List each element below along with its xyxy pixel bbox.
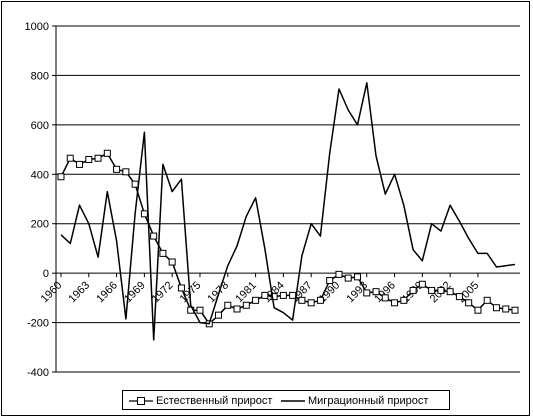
natural-growth-point [465, 299, 473, 307]
natural-growth-point [215, 311, 223, 319]
natural-growth-point [511, 306, 519, 314]
legend-item-migration-growth: Миграционный прирост [281, 394, 428, 408]
natural-growth-point [418, 280, 426, 288]
natural-growth-point [316, 296, 324, 304]
y-tick-label: 200 [31, 219, 49, 231]
y-tick-label: 600 [31, 120, 49, 132]
natural-growth-point [252, 296, 260, 304]
y-tick-label: -200 [27, 318, 49, 330]
natural-growth-point [150, 232, 158, 240]
y-tick-label: 800 [31, 70, 49, 82]
chart-legend: Естественный прирост Миграционный прирос… [122, 390, 450, 410]
natural-growth-point [335, 270, 343, 278]
natural-growth-point [279, 291, 287, 299]
legend-item-natural-growth: Естественный прирост [129, 394, 272, 408]
y-tick-label: 0 [43, 268, 49, 280]
y-tick-label: -400 [27, 367, 49, 379]
natural-growth-point [372, 288, 380, 296]
x-tick-label: 1963 [66, 279, 92, 305]
natural-growth-point [177, 284, 185, 292]
natural-growth-point [261, 291, 269, 299]
natural-growth-point [391, 299, 399, 307]
natural-growth-point [57, 173, 65, 181]
natural-growth-point [140, 210, 148, 218]
natural-growth-point [344, 274, 352, 282]
natural-growth-point [502, 305, 510, 313]
natural-growth-point [492, 304, 500, 312]
natural-growth-point [270, 293, 278, 301]
natural-growth-point [409, 286, 417, 294]
natural-growth-point [122, 168, 130, 176]
migration-growth-line [60, 82, 516, 341]
natural-growth-point [298, 296, 306, 304]
x-tick-label: 1972 [150, 279, 176, 305]
natural-growth-point [455, 293, 463, 301]
natural-growth-point [483, 296, 491, 304]
x-tick-label: 1960 [39, 279, 65, 305]
natural-growth-point [437, 286, 445, 294]
natural-growth-point [224, 301, 232, 309]
legend-symbol-square-line [129, 397, 153, 405]
y-tick-label: 1000 [25, 21, 49, 33]
natural-growth-point [196, 306, 204, 314]
natural-growth-point [233, 305, 241, 313]
natural-growth-point [242, 301, 250, 309]
natural-growth-point [446, 288, 454, 296]
natural-growth-point [103, 149, 111, 157]
legend-symbol-line [281, 400, 305, 402]
natural-growth-point [168, 258, 176, 266]
natural-growth-point [363, 289, 371, 297]
natural-growth-point [94, 154, 102, 162]
x-tick-label: 1966 [94, 279, 120, 305]
natural-growth-point [289, 291, 297, 299]
natural-growth-point [76, 160, 84, 168]
natural-growth-point [113, 165, 121, 173]
natural-growth-point [159, 249, 167, 257]
natural-growth-point [85, 155, 93, 163]
x-tick-label: 1969 [122, 279, 148, 305]
natural-growth-point [131, 180, 139, 188]
natural-growth-point [353, 273, 361, 281]
y-tick-label: 400 [31, 169, 49, 181]
legend-label-natural-growth: Естественный прирост [156, 395, 273, 407]
natural-growth-point [326, 277, 334, 285]
natural-growth-point [381, 294, 389, 302]
natural-growth-point [307, 299, 315, 307]
legend-label-migration-growth: Миграционный прирост [308, 395, 429, 407]
natural-growth-point [400, 296, 408, 304]
natural-growth-point [66, 154, 74, 162]
natural-growth-point [428, 286, 436, 294]
natural-growth-point [474, 306, 482, 314]
